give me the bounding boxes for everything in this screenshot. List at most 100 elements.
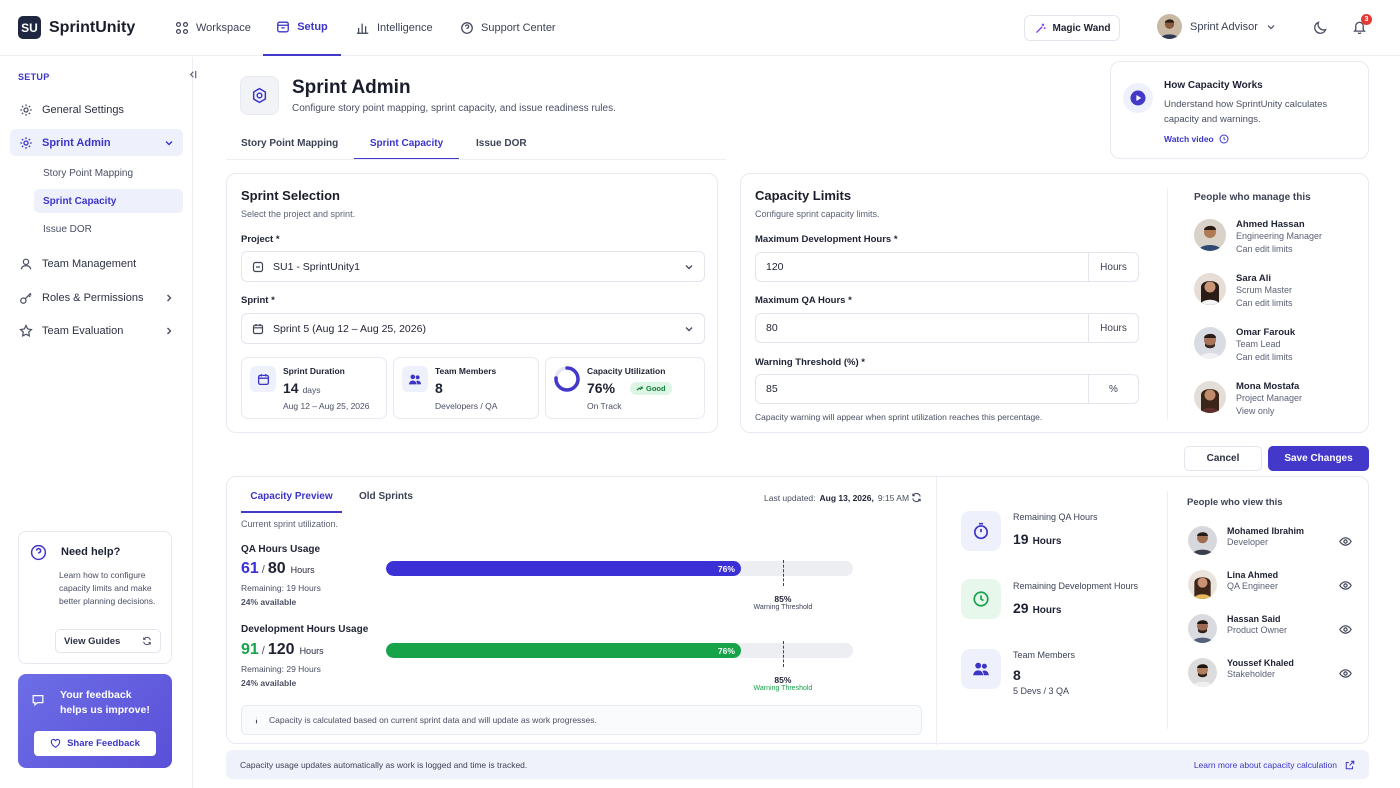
collapse-sidebar-button[interactable] <box>187 69 198 80</box>
avatar <box>1157 14 1182 39</box>
eye-icon[interactable] <box>1339 623 1352 636</box>
sidebar-subitem-sprint-capacity[interactable]: Sprint Capacity <box>34 189 183 213</box>
learn-more-label: Learn more about capacity calculation <box>1193 759 1337 770</box>
duration-unit: days <box>302 385 321 395</box>
qa-hours-unit: Hours <box>1088 314 1138 342</box>
dev-hours-field[interactable]: 120 Hours <box>755 252 1139 282</box>
feedback-text: Your feedback helps us improve! <box>60 689 150 716</box>
dev-sep: / <box>261 645 265 657</box>
tab-story-point-mapping[interactable]: Story Point Mapping <box>241 138 339 149</box>
qa-hours-label: Maximum QA Hours * <box>755 295 852 306</box>
tab-issue-dor[interactable]: Issue DOR <box>476 138 527 149</box>
members-value: 8 <box>435 380 443 396</box>
project-icon <box>252 261 264 272</box>
project-value: SU1 - SprintUnity1 <box>273 260 360 273</box>
trend-up-icon <box>636 386 643 391</box>
sidebar-subitem-issue-dor[interactable]: Issue DOR <box>43 223 92 235</box>
tab-old-sprints[interactable]: Old Sprints <box>359 491 413 502</box>
refresh-icon <box>143 636 151 646</box>
nav-workspace[interactable]: Workspace <box>175 0 251 56</box>
sidebar-item-team-evaluation[interactable]: Team Evaluation <box>10 317 183 344</box>
viewer-row: Mohamed Ibrahim Developer <box>1188 526 1352 555</box>
warning-threshold-field[interactable]: 85 % <box>755 374 1139 404</box>
capacity-utilization-stat: Capacity Utilization 76% Good On Track <box>545 357 705 419</box>
project-select[interactable]: SU1 - SprintUnity1 <box>241 251 705 282</box>
sidebar-item-label: General Settings <box>42 103 124 116</box>
utilization-value: 76% <box>587 380 616 396</box>
chevron-down-icon <box>685 264 693 269</box>
viewer-name: Hassan Said <box>1227 614 1281 624</box>
watch-video-label: Watch video <box>1164 134 1214 144</box>
sidebar-item-label: Roles & Permissions <box>42 291 144 304</box>
sidebar-subitem-story-point-mapping[interactable]: Story Point Mapping <box>43 167 134 179</box>
dev-used: 91 <box>241 641 259 658</box>
eye-icon[interactable] <box>1339 667 1352 680</box>
save-button[interactable]: Save Changes <box>1268 446 1369 471</box>
sidebar-item-label: Sprint Admin <box>42 136 111 149</box>
viewers-title: People who view this <box>1187 497 1283 508</box>
sprint-select[interactable]: Sprint 5 (Aug 12 – Aug 25, 2026) <box>241 313 705 344</box>
app-logo[interactable]: SU SprintUnity <box>18 16 135 39</box>
sidebar-item-sprint-admin[interactable]: Sprint Admin <box>10 129 183 156</box>
eye-icon[interactable] <box>1339 579 1352 592</box>
page-icon <box>240 76 279 115</box>
avatar <box>1188 658 1217 687</box>
magic-wand-button[interactable]: Magic Wand <box>1024 15 1120 41</box>
dev-hours-label: Maximum Development Hours * <box>755 234 898 245</box>
view-guides-button[interactable]: View Guides <box>55 629 161 653</box>
theme-toggle[interactable] <box>1313 20 1328 35</box>
avatar <box>1194 327 1226 359</box>
sprint-selection-card: Sprint Selection Select the project and … <box>226 173 718 433</box>
notifications-button[interactable]: 3 <box>1352 14 1372 35</box>
view-guides-label: View Guides <box>64 635 121 647</box>
nav-support[interactable]: Support Center <box>460 0 556 56</box>
dev-progress-fill: 76% <box>386 643 741 658</box>
manager-row: Ahmed Hassan Engineering Manager Can edi… <box>1194 219 1322 256</box>
share-feedback-button[interactable]: Share Feedback <box>34 731 156 756</box>
avatar <box>1188 526 1217 555</box>
nav-setup[interactable]: Setup <box>263 0 341 56</box>
members-sub: Developers / QA <box>435 401 498 411</box>
qa-progress-track: 76% <box>386 561 853 576</box>
remaining-dev-unit: Hours <box>1032 605 1062 616</box>
remaining-dev-value: 29 <box>1013 600 1029 616</box>
avatar <box>1194 381 1226 413</box>
tab-sprint-capacity[interactable]: Sprint Capacity <box>354 138 459 160</box>
cancel-button[interactable]: Cancel <box>1184 446 1262 471</box>
manager-role: Scrum Master <box>1236 285 1293 295</box>
qa-threshold-percent: 85% <box>774 594 792 604</box>
sidebar-item-roles-permissions[interactable]: Roles & Permissions <box>10 284 183 311</box>
clock-icon <box>961 579 1001 619</box>
sidebar-item-general-settings[interactable]: General Settings <box>10 96 183 123</box>
info-text: Capacity is calculated based on current … <box>269 715 597 725</box>
warning-threshold-unit: % <box>1088 375 1138 403</box>
watch-video-link[interactable]: Watch video <box>1164 134 1229 144</box>
summary-members-label: Team Members <box>1013 650 1076 660</box>
qa-hours-field[interactable]: 80 Hours <box>755 313 1139 343</box>
sidebar-section-label: SETUP <box>18 72 50 82</box>
how-capacity-text: Understand how SprintUnity calculates ca… <box>1164 99 1328 125</box>
nav-support-label: Support Center <box>481 22 556 34</box>
manager-role: Engineering Manager <box>1236 231 1323 241</box>
learn-more-link[interactable]: Learn more about capacity calculation <box>1194 760 1355 770</box>
tab-capacity-preview[interactable]: Capacity Preview <box>241 491 342 513</box>
nav-intelligence[interactable]: Intelligence <box>356 0 433 56</box>
external-link-icon <box>1345 760 1355 769</box>
eye-icon[interactable] <box>1339 535 1352 548</box>
setup-icon <box>277 21 290 33</box>
dev-threshold-text: Warning Threshold <box>753 685 813 692</box>
gear-icon <box>20 103 32 116</box>
manager-access: Can edit limits <box>1236 352 1293 362</box>
play-icon[interactable] <box>1123 83 1153 113</box>
user-menu[interactable]: Sprint Advisor <box>1157 14 1276 39</box>
summary-members-value: 8 <box>1013 667 1021 683</box>
sidebar-item-label: Team Evaluation <box>42 324 124 337</box>
dev-unit: Hours <box>299 646 324 656</box>
share-feedback-label: Share Feedback <box>67 738 140 749</box>
magic-wand-label: Magic Wand <box>1052 22 1111 34</box>
sidebar <box>0 57 193 788</box>
refresh-icon[interactable] <box>911 492 922 503</box>
last-updated-date: Aug 13, 2026, <box>819 493 874 503</box>
sidebar-item-team-management[interactable]: Team Management <box>10 250 183 277</box>
moon-icon <box>1314 21 1327 34</box>
